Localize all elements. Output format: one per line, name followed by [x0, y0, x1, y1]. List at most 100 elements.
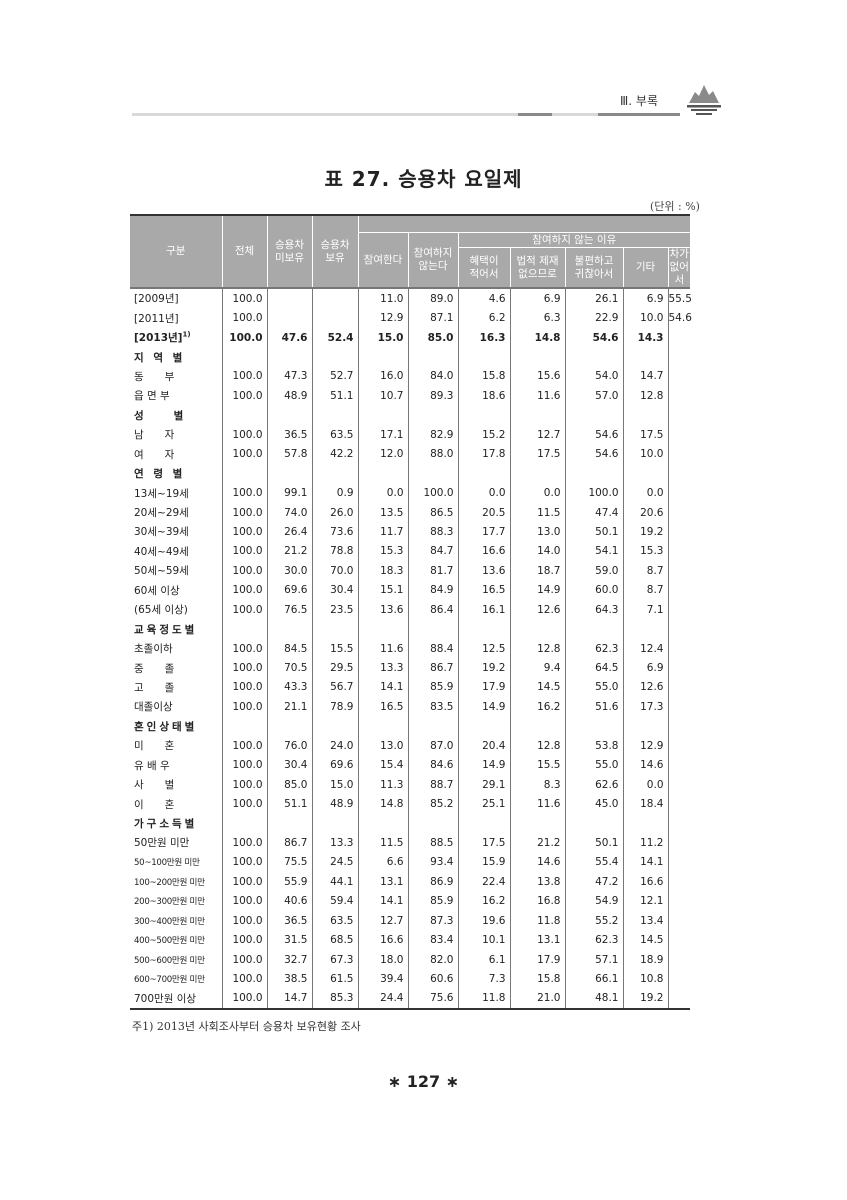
table-cell: 30.4 — [266, 755, 312, 775]
table-cell: 16.5 — [457, 580, 510, 600]
row-label-text: [2009년] — [134, 293, 179, 306]
table-cell: 57.8 — [266, 444, 312, 464]
table-cell: 85.0 — [407, 327, 458, 348]
row-label-text: 50만원 미만 — [134, 837, 190, 850]
table-cell: 75.5 — [266, 852, 312, 873]
row-label: 50~100만원 미만 — [130, 853, 222, 872]
table-cell: 100.0 — [221, 444, 267, 464]
table-cell: 21.2 — [509, 833, 565, 853]
table-cell: 0.0 — [457, 483, 510, 503]
table-cell: 86.5 — [407, 502, 458, 523]
table-row: 사 별 100.0 85.0 15.0 11.3 88.7 29.1 8.3 62.6 0.0 — [130, 774, 691, 795]
table-cell — [667, 911, 691, 931]
table-cell: 9.4 — [509, 658, 565, 678]
row-label: 미 혼 — [130, 736, 222, 755]
table-cell: 59.4 — [311, 891, 358, 911]
table-cell: 11.0 — [357, 286, 408, 309]
table-cell — [667, 969, 691, 989]
table-row: [2013년]1) 100.0 47.6 52.4 15.0 85.0 16.3 14.8 54… — [130, 327, 691, 348]
row-label: 혼인상태별 — [130, 717, 222, 736]
table-row: 유 배 우 100.0 30.4 69.6 15.4 84.6 14.9 15.5 55.0 14… — [130, 755, 691, 775]
table-cell: 20.5 — [457, 502, 510, 523]
table-cell: 18.3 — [357, 561, 408, 581]
table-cell: 82.0 — [407, 949, 458, 970]
table-cell: 51.1 — [266, 794, 312, 814]
table-cell: 100.0 — [221, 852, 267, 873]
table-cell: 54.0 — [564, 366, 623, 387]
table-cell: 11.6 — [509, 794, 565, 814]
table-cell: 16.2 — [457, 891, 510, 911]
row-label-text: 13세~19세 — [134, 487, 189, 500]
table-cell: 57.1 — [564, 949, 623, 970]
table-cell: 7.1 — [622, 600, 668, 620]
row-label-text: 미 혼 — [134, 740, 175, 753]
table-cell — [622, 347, 668, 367]
table-cell — [266, 813, 312, 834]
table-row: 100~200만원 미만 100.0 55.9 44.1 13.1 86.9 22.4 13.… — [130, 872, 691, 892]
table-cell: 15.5 — [509, 755, 565, 775]
table-cell: 55.0 — [564, 677, 623, 698]
table-cell: 19.6 — [457, 911, 510, 931]
row-label: 가구소득별 — [130, 814, 222, 833]
table-cell — [311, 716, 358, 737]
table-cell: 93.4 — [407, 852, 458, 873]
table-cell: 4.6 — [457, 286, 510, 309]
table-cell: 11.5 — [509, 502, 565, 523]
table-cell — [667, 386, 691, 406]
table-cell: 21.1 — [266, 697, 312, 717]
table-cell: 15.8 — [457, 366, 510, 387]
header-spacer — [357, 214, 691, 233]
table-cell: 54.6 — [564, 327, 623, 348]
table-row: 이 혼 100.0 51.1 48.9 14.8 85.2 25.1 11.6 45.0 18.4 — [130, 794, 691, 814]
table-cell: 18.7 — [509, 561, 565, 581]
table-cell: 60.0 — [564, 580, 623, 600]
row-label: 남 자 — [130, 425, 222, 444]
table-cell: 15.0 — [311, 774, 358, 795]
table-cell: 16.6 — [357, 930, 408, 950]
table-cell — [407, 347, 458, 367]
table-cell: 0.0 — [509, 483, 565, 503]
table-cell: 25.1 — [457, 794, 510, 814]
col-header-not-participate: 참여하지 않는다 — [407, 232, 458, 288]
table-cell: 15.6 — [509, 366, 565, 387]
table-cell: 22.4 — [457, 872, 510, 892]
row-label: 동 부 — [130, 367, 222, 386]
table-cell: 87.0 — [407, 736, 458, 756]
table-cell: 14.9 — [509, 580, 565, 600]
row-label-text: 30세~39세 — [134, 526, 189, 539]
table-cell: 47.6 — [266, 327, 312, 348]
table-cell — [667, 716, 691, 737]
table-row: 50만원 미만 100.0 86.7 13.3 11.5 88.5 17.5 21.2 50.1… — [130, 833, 691, 853]
table-cell: 16.0 — [357, 366, 408, 387]
table-cell: 12.7 — [357, 911, 408, 931]
row-label: 중 졸 — [130, 658, 222, 677]
table-cell — [457, 463, 510, 484]
table-cell: 70.0 — [311, 561, 358, 581]
table-cell — [509, 347, 565, 367]
table-cell: 100.0 — [221, 386, 267, 406]
table-cell: 75.6 — [407, 988, 458, 1011]
row-label: 13세~19세 — [130, 483, 222, 502]
table-cell: 100.0 — [221, 774, 267, 795]
col-header-reason-no-car: 차가 없어서 — [667, 247, 691, 288]
table-cell: 100.0 — [221, 327, 267, 348]
row-label-text: 대졸이상 — [134, 701, 173, 714]
row-label: 300~400만원 미만 — [130, 911, 222, 930]
row-label: 고 졸 — [130, 678, 222, 697]
table-cell: 11.3 — [357, 774, 408, 795]
table-row: 60세 이상 100.0 69.6 30.4 15.1 84.9 16.5 14.9 60.0 8… — [130, 580, 691, 600]
table-row: 미 혼 100.0 76.0 24.0 13.0 87.0 20.4 12.8 53.8 12.9 — [130, 736, 691, 756]
table-cell — [407, 813, 458, 834]
table-cell: 100.0 — [221, 522, 267, 542]
table-cell: 0.0 — [622, 483, 668, 503]
table-cell: 86.9 — [407, 872, 458, 892]
table-cell: 100.0 — [221, 286, 267, 309]
row-label: 700만원 이상 — [130, 988, 222, 1011]
table-cell — [667, 872, 691, 892]
table-cell: 12.8 — [509, 638, 565, 659]
table-cell: 19.2 — [457, 658, 510, 678]
table-cell — [509, 619, 565, 639]
table-cell — [667, 755, 691, 775]
table-cell — [667, 638, 691, 659]
table-cell: 51.6 — [564, 697, 623, 717]
